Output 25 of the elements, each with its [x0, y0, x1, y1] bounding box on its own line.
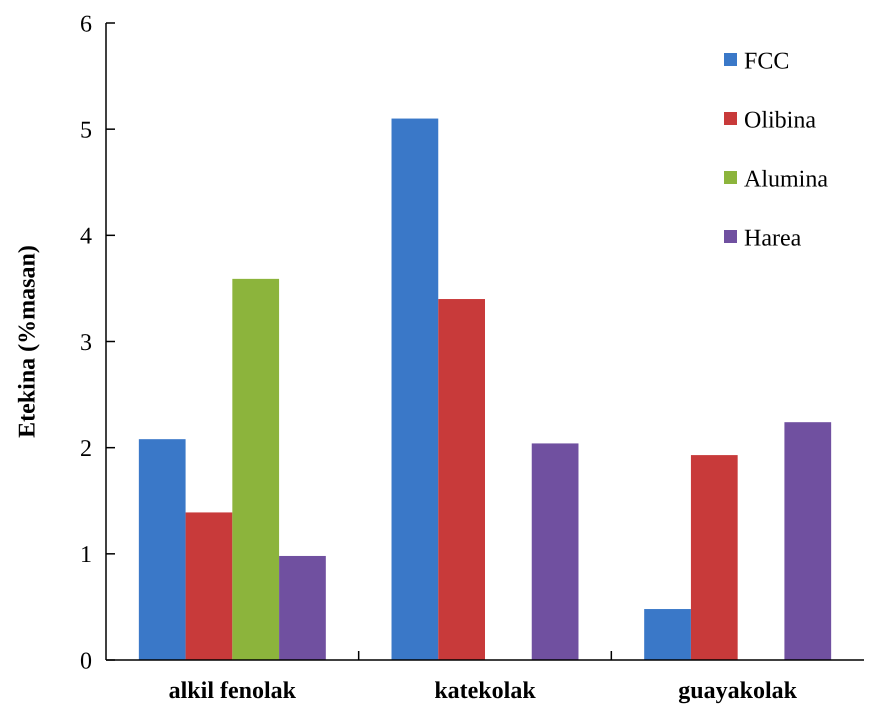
- x-tick-label: guayakolak: [678, 678, 798, 704]
- bar: [644, 609, 691, 660]
- y-tick-label: 4: [80, 224, 92, 250]
- bar: [279, 556, 326, 660]
- y-axis-title: Etekina (%masan): [14, 245, 40, 438]
- y-tick-label: 2: [80, 436, 92, 462]
- y-tick-label: 1: [80, 542, 92, 568]
- x-tick-label: alkil fenolak: [168, 678, 297, 704]
- legend-label: FCC: [744, 48, 790, 74]
- x-tick-label: katekolak: [434, 678, 536, 704]
- y-tick-label: 5: [80, 118, 92, 144]
- legend-label: Alumina: [744, 166, 828, 192]
- bar: [186, 512, 232, 660]
- bar: [532, 443, 578, 660]
- y-tick-label: 3: [80, 330, 92, 356]
- bar: [232, 278, 280, 660]
- bar: [392, 118, 438, 660]
- bar: [690, 455, 738, 660]
- y-tick-label: 6: [80, 11, 92, 38]
- bar: [138, 439, 186, 660]
- legend-label: Olibina: [744, 107, 816, 134]
- bar: [784, 422, 832, 660]
- legend-label: Harea: [744, 225, 802, 252]
- bar: [438, 299, 485, 660]
- y-tick-label: 0: [80, 648, 92, 674]
